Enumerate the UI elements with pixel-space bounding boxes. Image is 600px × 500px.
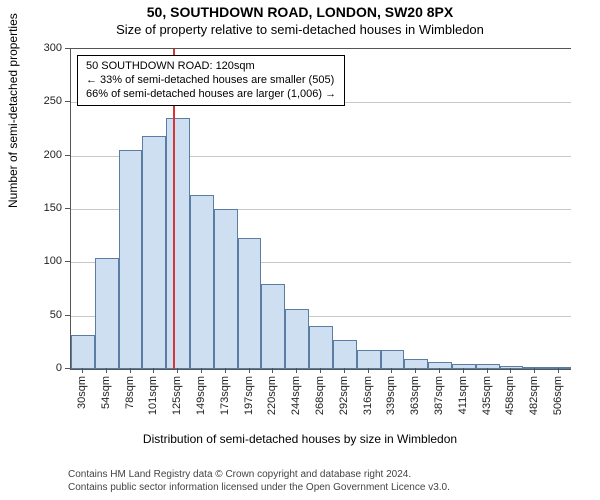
- title-subtitle: Size of property relative to semi-detach…: [0, 22, 600, 37]
- histogram-plot: 50 SOUTHDOWN ROAD: 120sqm ← 33% of semi-…: [70, 48, 571, 370]
- histogram-bar: [333, 340, 357, 369]
- histogram-bar: [238, 238, 262, 369]
- histogram-bar: [285, 309, 309, 369]
- x-axis-label: Distribution of semi-detached houses by …: [0, 432, 600, 446]
- title-address: 50, SOUTHDOWN ROAD, LONDON, SW20 8PX: [0, 4, 600, 20]
- histogram-bar: [381, 350, 405, 369]
- y-axis-label: Number of semi-detached properties: [6, 13, 20, 208]
- histogram-bar: [166, 118, 190, 369]
- annotation-line-3: 66% of semi-detached houses are larger (…: [86, 88, 336, 102]
- annotation-line-2: ← 33% of semi-detached houses are smalle…: [86, 74, 336, 88]
- histogram-bar: [142, 136, 166, 369]
- histogram-bar: [119, 150, 143, 369]
- histogram-bar: [95, 258, 119, 369]
- histogram-bar: [261, 284, 285, 369]
- histogram-bar: [309, 326, 333, 369]
- footer-line-2: Contains public sector information licen…: [68, 482, 590, 495]
- histogram-bar: [357, 350, 381, 369]
- attribution-footer: Contains HM Land Registry data © Crown c…: [68, 469, 590, 494]
- histogram-bar: [214, 209, 238, 369]
- annotation-line-1: 50 SOUTHDOWN ROAD: 120sqm: [86, 60, 336, 74]
- histogram-bar: [190, 195, 214, 369]
- annotation-box: 50 SOUTHDOWN ROAD: 120sqm ← 33% of semi-…: [77, 55, 345, 106]
- footer-line-1: Contains HM Land Registry data © Crown c…: [68, 469, 590, 482]
- histogram-bar: [71, 335, 95, 369]
- chart-root: 50, SOUTHDOWN ROAD, LONDON, SW20 8PX Siz…: [0, 0, 600, 500]
